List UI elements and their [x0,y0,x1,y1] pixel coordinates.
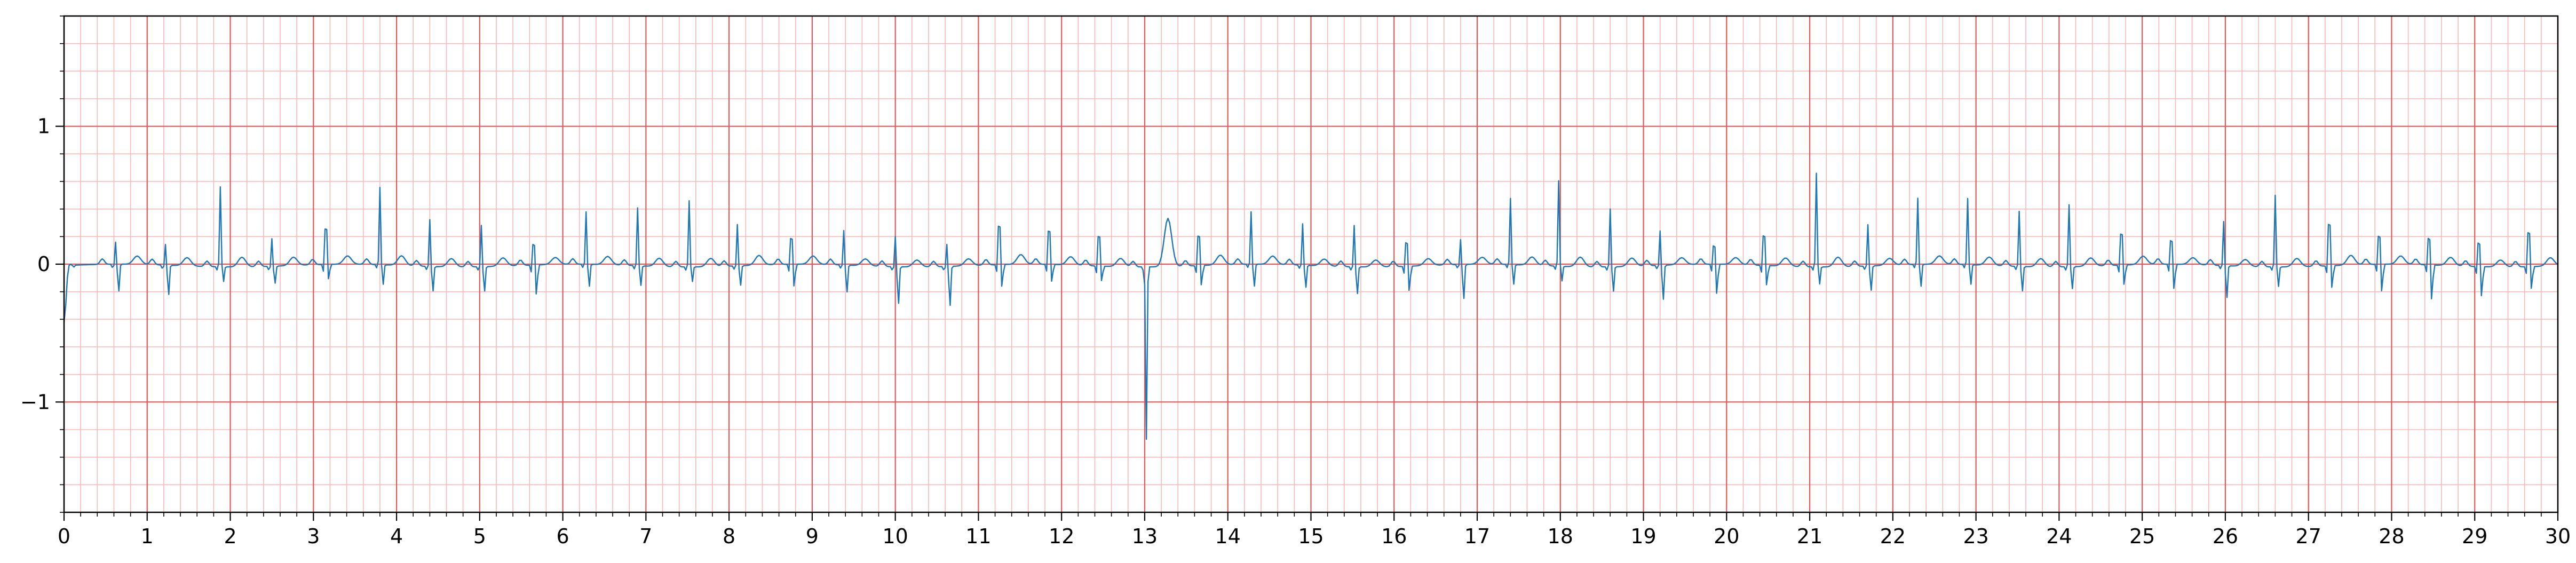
x-tick-label: 18 [1548,525,1573,548]
x-tick-label: 12 [1049,525,1074,548]
x-tick-label: 26 [2213,525,2238,548]
x-axis: 0 1 2 3 4 5 6 7 8 9 10 11 12 13 14 15 16 17 18 19 20 21 22 23 24… [58,512,2571,548]
x-tick-label: 28 [2379,525,2404,548]
x-tick-label: 29 [2462,525,2487,548]
x-tick-label: 17 [1464,525,1490,548]
x-tick-label: 6 [557,525,569,548]
x-tick-label: 22 [1880,525,1906,548]
x-tick-label: 5 [473,525,486,548]
y-axis: −1 0 1 [20,15,64,513]
x-tick-label: 27 [2296,525,2321,548]
x-tick-label: 30 [2545,525,2571,548]
x-tick-label: 23 [1963,525,1988,548]
ecg-signal-line [63,172,2558,440]
x-tick-label: 19 [1630,525,1656,548]
x-tick-label: 20 [1714,525,1739,548]
x-tick-label: 4 [390,525,403,548]
x-tick-label: 21 [1797,525,1822,548]
y-tick-label: 1 [37,115,50,138]
x-tick-label: 14 [1215,525,1241,548]
x-tick-label: 9 [806,525,819,548]
x-tick-label: 11 [965,525,991,548]
x-tick-label: 7 [639,525,652,548]
x-tick-label: 24 [2046,525,2072,548]
x-tick-label: 2 [224,525,236,548]
x-tick-label: 16 [1381,525,1407,548]
x-tick-label: 13 [1132,525,1158,548]
series-layer [63,172,2558,440]
y-tick-label: 0 [37,252,50,276]
x-tick-label: 25 [2129,525,2155,548]
x-tick-label: 8 [723,525,735,548]
x-tick-label: 0 [58,525,70,548]
x-tick-label: 10 [882,525,908,548]
x-tick-label: 15 [1298,525,1323,548]
x-tick-label: 1 [141,525,154,548]
x-tick-label: 3 [307,525,320,548]
y-tick-label: −1 [20,390,50,414]
